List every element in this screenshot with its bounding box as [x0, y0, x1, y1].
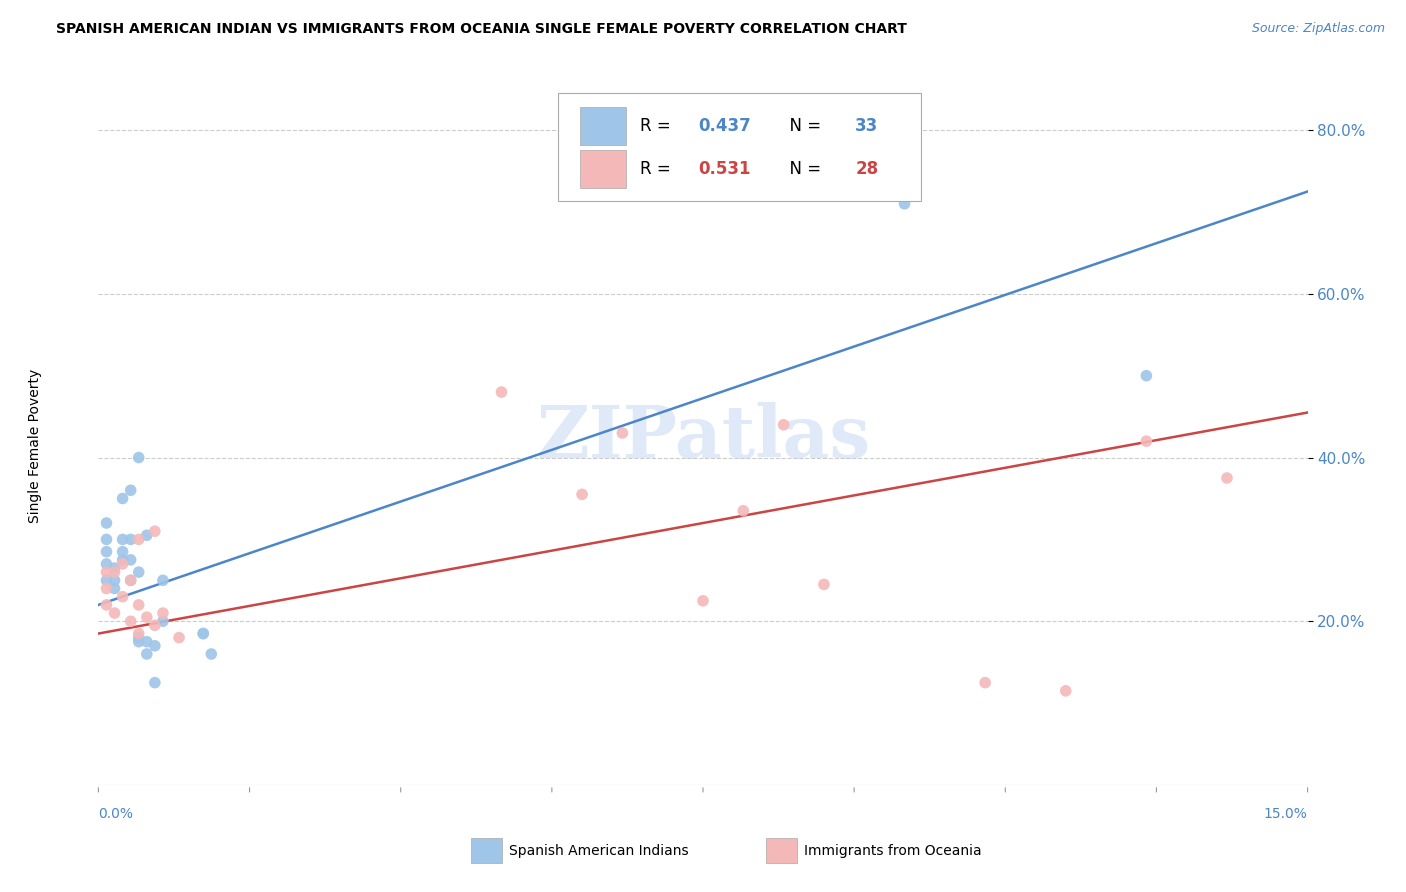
Bar	[579, 150, 626, 188]
Point	[152, 574, 174, 588]
Point	[974, 675, 997, 690]
Text: 0.0%: 0.0%	[98, 807, 134, 822]
Point	[143, 675, 166, 690]
Point	[143, 618, 166, 632]
Point	[152, 606, 174, 620]
Point	[128, 565, 150, 579]
Point	[733, 98, 755, 112]
Point	[103, 574, 125, 588]
Point	[128, 626, 150, 640]
Point	[143, 639, 166, 653]
Text: 0.531: 0.531	[699, 161, 751, 178]
Point	[733, 504, 755, 518]
Text: Source: ZipAtlas.com: Source: ZipAtlas.com	[1251, 22, 1385, 36]
Point	[135, 528, 157, 542]
Point	[96, 516, 118, 530]
Text: R =: R =	[640, 117, 676, 135]
Point	[612, 425, 634, 440]
Text: 15.0%: 15.0%	[1264, 807, 1308, 822]
Bar	[579, 107, 626, 145]
Point	[111, 491, 134, 506]
Point	[111, 544, 134, 558]
Point	[96, 565, 118, 579]
Point	[893, 196, 915, 211]
Point	[135, 610, 157, 624]
Text: 0.437: 0.437	[699, 117, 751, 135]
Point	[120, 614, 142, 628]
Point	[128, 598, 150, 612]
Point	[111, 590, 134, 604]
Point	[571, 487, 593, 501]
Point	[120, 483, 142, 498]
Point	[103, 565, 125, 579]
Point	[200, 647, 222, 661]
Point	[120, 574, 142, 588]
Point	[103, 561, 125, 575]
Text: Immigrants from Oceania: Immigrants from Oceania	[804, 844, 981, 858]
Point	[1135, 368, 1157, 383]
Text: N =: N =	[779, 161, 827, 178]
Point	[128, 631, 150, 645]
Point	[111, 533, 134, 547]
Point	[96, 557, 118, 571]
Point	[193, 626, 215, 640]
Point	[103, 606, 125, 620]
Point	[120, 553, 142, 567]
Bar	[558, 93, 921, 201]
Point	[491, 385, 513, 400]
Text: R =: R =	[640, 161, 676, 178]
Text: 28: 28	[855, 161, 879, 178]
Point	[111, 557, 134, 571]
Text: Single Female Poverty: Single Female Poverty	[28, 369, 42, 523]
Point	[1054, 683, 1077, 698]
Point	[111, 553, 134, 567]
Point	[120, 574, 142, 588]
Text: SPANISH AMERICAN INDIAN VS IMMIGRANTS FROM OCEANIA SINGLE FEMALE POVERTY CORRELA: SPANISH AMERICAN INDIAN VS IMMIGRANTS FR…	[56, 22, 907, 37]
Point	[135, 647, 157, 661]
Point	[96, 598, 118, 612]
Point	[135, 634, 157, 648]
Point	[96, 574, 118, 588]
Point	[167, 631, 190, 645]
Point	[152, 614, 174, 628]
Text: 33: 33	[855, 117, 879, 135]
Text: ZIPatlas: ZIPatlas	[536, 401, 870, 473]
Point	[96, 544, 118, 558]
Point	[772, 417, 794, 432]
Point	[1216, 471, 1239, 485]
Text: Spanish American Indians: Spanish American Indians	[509, 844, 689, 858]
Point	[103, 582, 125, 596]
Point	[128, 450, 150, 465]
Point	[120, 533, 142, 547]
Text: N =: N =	[779, 117, 827, 135]
Point	[143, 524, 166, 539]
Point	[96, 582, 118, 596]
Point	[128, 634, 150, 648]
Point	[692, 594, 714, 608]
Point	[193, 626, 215, 640]
Point	[1135, 434, 1157, 449]
Point	[813, 577, 835, 591]
Point	[128, 533, 150, 547]
Point	[96, 533, 118, 547]
